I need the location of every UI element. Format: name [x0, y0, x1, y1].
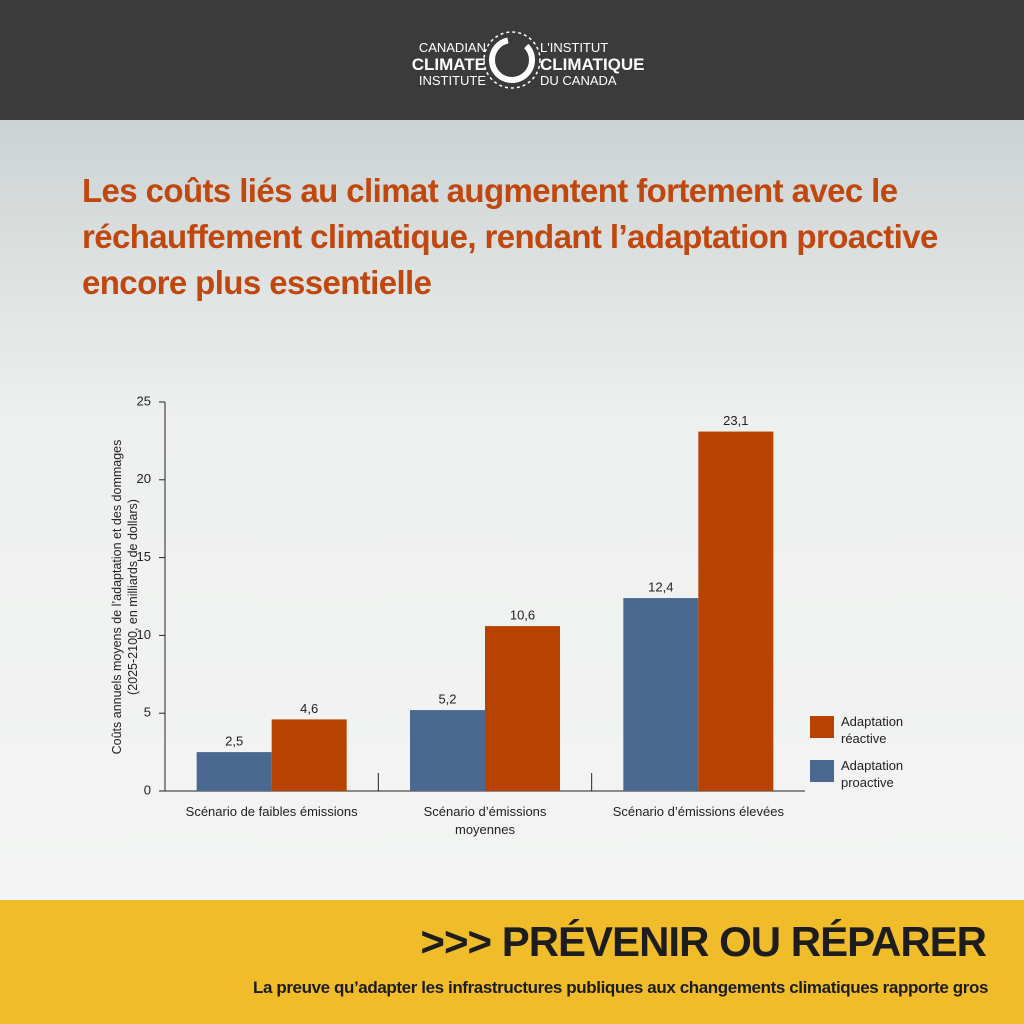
value-label: 23,1 [723, 413, 748, 428]
bar [485, 626, 560, 791]
legend-swatch [810, 760, 834, 782]
header: CANADIAN CLIMATE INSTITUTE L'INSTITUT CL… [0, 0, 1024, 120]
logo-text: DU CANADA [540, 73, 617, 88]
bar [271, 719, 347, 791]
x-tick-label: Scénario d’émissions moyennes [423, 804, 547, 837]
logo-text: CANADIAN [418, 40, 486, 55]
x-tick-label: Scénario de faibles émissions [185, 804, 358, 819]
logo-text: CLIMATIQUE [540, 55, 645, 74]
bar [410, 710, 485, 791]
logo-text: CLIMATE [411, 55, 486, 74]
footer-heading: PRÉVENIR OU RÉPARER [501, 918, 987, 965]
value-label: 5,2 [438, 692, 456, 707]
y-axis-title-line: (2025-2100, en milliards de dollars) [126, 499, 140, 695]
footer-arrows: >>> [420, 918, 492, 965]
y-tick-label: 10 [137, 627, 151, 642]
y-tick-label: 20 [137, 471, 151, 486]
chart-title: Les coûts liés au climat augmentent fort… [82, 172, 938, 301]
legend-label: Adaptation proactive [841, 758, 904, 790]
bar [698, 431, 774, 791]
y-tick-label: 0 [144, 782, 151, 797]
value-label: 4,6 [300, 701, 318, 716]
logo-mark [483, 31, 541, 89]
logo-right: L'INSTITUT CLIMATIQUE DU CANADA [540, 40, 645, 89]
y-axis-title-line: Coûts annuels moyens de l’adaptation et … [110, 439, 124, 755]
value-label: 12,4 [648, 579, 673, 594]
y-tick-label: 5 [144, 705, 151, 720]
logo-text: INSTITUTE [418, 73, 486, 88]
footer-title: >>> PRÉVENIR OU RÉPARER [420, 918, 987, 966]
bar [623, 598, 699, 791]
logo-text: L'INSTITUT [540, 40, 609, 55]
x-tick-label: Scénario d’émissions élevées [612, 804, 784, 819]
logo-left: CANADIAN CLIMATE INSTITUTE [412, 40, 486, 89]
bar [196, 752, 272, 791]
y-axis-title: Coûts annuels moyens de l’adaptation et … [109, 387, 141, 807]
y-tick-label: 25 [137, 393, 151, 408]
legend-swatch [810, 716, 834, 738]
footer: >>> PRÉVENIR OU RÉPARER La preuve qu’ada… [0, 900, 1024, 1024]
legend-label: Adaptation réactive [841, 714, 904, 746]
footer-subtitle: La preuve qu’adapter les infrastructures… [252, 978, 988, 997]
value-label: 10,6 [510, 608, 535, 623]
y-tick-label: 15 [137, 549, 151, 564]
value-label: 2,5 [225, 734, 243, 749]
